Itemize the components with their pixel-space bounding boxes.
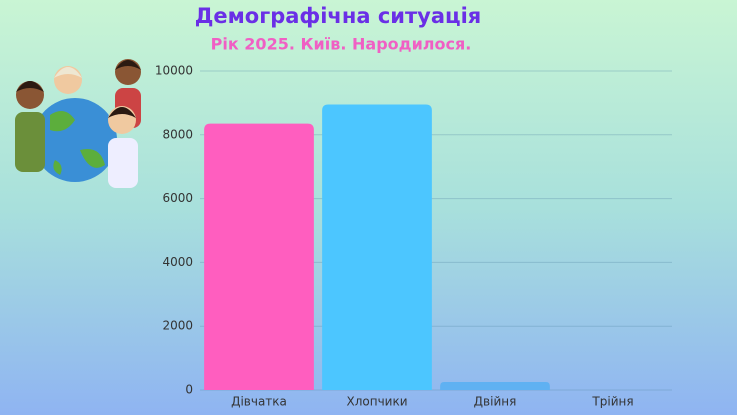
y-tick-label: 6000 bbox=[162, 191, 193, 205]
x-tick-label: Трійня bbox=[591, 395, 633, 409]
x-tick-label: Хлопчики bbox=[346, 395, 407, 409]
y-tick-label: 10000 bbox=[155, 64, 193, 78]
y-tick-label: 2000 bbox=[162, 319, 193, 333]
y-tick-label: 4000 bbox=[162, 255, 193, 269]
y-tick-label: 8000 bbox=[162, 127, 193, 141]
y-tick-label: 0 bbox=[185, 383, 193, 397]
chart-title: Демографічна ситуація bbox=[195, 4, 482, 28]
bar bbox=[204, 123, 314, 390]
chart-subtitle: Рік 2025. Київ. Народилося. bbox=[211, 35, 472, 54]
x-tick-label: Двійня bbox=[474, 395, 517, 409]
bar bbox=[322, 104, 432, 391]
x-tick-label: Дівчатка bbox=[231, 395, 287, 409]
bar bbox=[440, 382, 550, 390]
illustration bbox=[15, 59, 141, 188]
